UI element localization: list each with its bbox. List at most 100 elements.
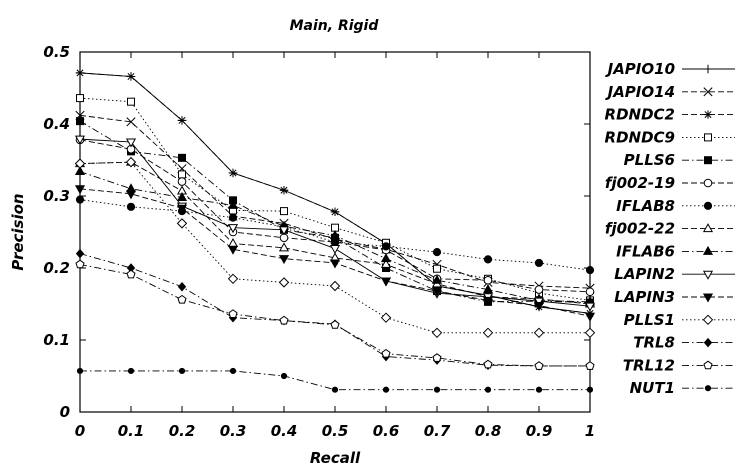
data-point-nut1 bbox=[535, 386, 543, 393]
legend-item-iflab8: IFLAB8 bbox=[616, 197, 735, 215]
data-point-nut1 bbox=[127, 367, 135, 375]
data-point-nut1 bbox=[484, 386, 492, 393]
data-point-lapin3 bbox=[380, 277, 392, 287]
legend: JAPIO10 JAPIO14 RDNDC2 RDNDC9 PLLS6 fj002-19 I… bbox=[605, 60, 735, 397]
legend-label: JAPIO14 bbox=[605, 83, 675, 101]
legend-marker bbox=[702, 293, 714, 303]
data-point-plls1 bbox=[380, 312, 392, 323]
data-point-iflab8 bbox=[75, 195, 85, 204]
series-rdndc9 bbox=[76, 94, 594, 305]
legend-item-lapin2: LAPIN2 bbox=[614, 265, 735, 283]
legend-label: TRL12 bbox=[623, 356, 675, 374]
legend-marker bbox=[702, 270, 714, 280]
data-point-plls1 bbox=[176, 218, 188, 229]
legend-label: IFLAB8 bbox=[616, 197, 675, 215]
x-axis-ticks: 0 0.1 0.2 0.3 0.4 0.5 0.6 0.7 0.8 0.9 1 bbox=[75, 52, 595, 440]
legend-marker bbox=[702, 223, 714, 233]
x-tick-label: 0.6 bbox=[373, 422, 400, 440]
data-point-rdndc2 bbox=[75, 68, 85, 78]
legend-item-japio14: JAPIO14 bbox=[605, 83, 735, 101]
series-rdndc2 bbox=[75, 68, 595, 318]
x-tick-label: 0 bbox=[75, 422, 85, 440]
data-point-iflab6 bbox=[227, 199, 239, 209]
data-point-nut1 bbox=[229, 367, 237, 375]
legend-marker bbox=[703, 337, 713, 348]
legend-label: fj002-22 bbox=[605, 220, 675, 238]
data-point-lapin3 bbox=[533, 301, 545, 311]
data-point-lapin2 bbox=[329, 245, 341, 255]
data-point-trl8 bbox=[75, 248, 85, 259]
x-tick-label: 1 bbox=[585, 422, 595, 440]
data-point-iflab6 bbox=[431, 274, 443, 284]
data-point-rdndc9 bbox=[127, 97, 135, 106]
series-line-fj002-19 bbox=[79, 139, 591, 293]
y-tick-label: 0.4 bbox=[43, 115, 70, 133]
data-point-fj002-22 bbox=[278, 242, 290, 252]
data-point-rdndc2 bbox=[177, 116, 187, 125]
series-line-plls6 bbox=[79, 120, 591, 304]
data-point-iflab8 bbox=[585, 266, 595, 275]
data-point-iflab6 bbox=[482, 284, 494, 294]
x-tick-label: 0.2 bbox=[169, 422, 196, 440]
series-japio10 bbox=[75, 68, 595, 318]
legend-item-trl8: TRL8 bbox=[633, 334, 735, 352]
data-point-rdndc2 bbox=[330, 207, 340, 217]
data-point-lapin2 bbox=[227, 224, 239, 234]
data-point-lapin2 bbox=[533, 297, 545, 307]
data-point-trl12 bbox=[126, 269, 136, 279]
series-trl12 bbox=[75, 259, 595, 370]
data-point-iflab8 bbox=[432, 248, 442, 257]
data-point-lapin2 bbox=[278, 226, 290, 236]
data-point-trl12 bbox=[585, 361, 595, 370]
x-tick-label: 0.8 bbox=[475, 422, 502, 440]
data-point-rdndc9 bbox=[280, 207, 288, 216]
legend-marker bbox=[702, 314, 714, 326]
data-point-trl12 bbox=[483, 359, 493, 369]
legend-marker bbox=[702, 245, 714, 255]
x-axis-label: Recall bbox=[310, 449, 361, 467]
data-point-fj002-22 bbox=[380, 258, 392, 268]
legend-item-iflab6: IFLAB6 bbox=[616, 242, 735, 260]
data-point-trl12 bbox=[228, 309, 238, 318]
y-axis-label: Precision bbox=[9, 193, 27, 270]
data-point-lapin3 bbox=[482, 296, 494, 306]
legend-marker bbox=[704, 156, 712, 165]
legend-item-nut1: NUT1 bbox=[630, 379, 735, 397]
x-tick-label: 0.1 bbox=[118, 422, 145, 440]
data-point-lapin3 bbox=[227, 245, 239, 255]
data-point-trl8 bbox=[177, 281, 187, 292]
data-point-rdndc9 bbox=[76, 94, 84, 103]
data-point-rdndc9 bbox=[433, 264, 441, 273]
data-point-lapin2 bbox=[125, 138, 137, 148]
legend-marker bbox=[703, 64, 713, 74]
data-point-nut1 bbox=[586, 386, 594, 393]
data-point-plls6 bbox=[76, 117, 84, 126]
data-point-fj002-19 bbox=[483, 275, 493, 285]
data-point-plls1 bbox=[431, 327, 443, 339]
data-point-plls1 bbox=[278, 277, 290, 288]
data-point-nut1 bbox=[280, 372, 288, 380]
y-tick-label: 0.5 bbox=[43, 43, 70, 61]
data-point-fj002-22 bbox=[227, 237, 239, 248]
data-point-iflab8 bbox=[381, 242, 391, 251]
legend-label: RDNDC9 bbox=[605, 128, 675, 146]
data-point-plls1 bbox=[329, 280, 341, 292]
legend-label: NUT1 bbox=[630, 379, 675, 397]
data-point-nut1 bbox=[76, 367, 84, 375]
y-axis-ticks: 0 0.1 0.2 0.3 0.4 0.5 bbox=[43, 43, 590, 421]
x-tick-label: 0.7 bbox=[424, 422, 451, 440]
data-point-plls1 bbox=[584, 327, 596, 339]
data-point-iflab8 bbox=[534, 258, 544, 268]
legend-label: fj002-19 bbox=[605, 174, 675, 192]
data-point-lapin3 bbox=[176, 204, 188, 214]
legend-marker bbox=[703, 360, 713, 370]
legend-marker bbox=[703, 110, 713, 119]
series-nut1 bbox=[76, 367, 594, 393]
series-line-trl12 bbox=[79, 263, 590, 367]
series-line-rdndc2 bbox=[79, 72, 591, 314]
x-tick-label: 0.5 bbox=[322, 422, 349, 440]
data-point-iflab8 bbox=[126, 202, 136, 211]
data-point-fj002-19 bbox=[585, 287, 595, 297]
data-point-iflab6 bbox=[380, 253, 392, 263]
